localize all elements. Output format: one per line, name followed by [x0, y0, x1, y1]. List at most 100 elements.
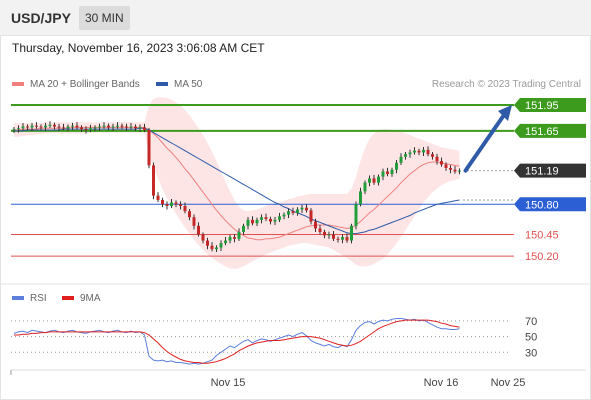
x-tick-nov-25: Nov 25 — [491, 377, 526, 389]
candle-body — [116, 125, 119, 127]
candle-body — [174, 202, 178, 205]
candle-body — [332, 234, 335, 239]
candle-body — [219, 243, 223, 248]
timestamp: Thursday, November 16, 2023 3:06:08 AM C… — [12, 41, 265, 55]
candle-body — [98, 126, 101, 128]
candle-body — [323, 231, 326, 236]
candle-body — [80, 127, 83, 130]
rsi-swatch — [12, 296, 24, 301]
candle-body — [39, 126, 43, 128]
candle-body — [44, 125, 47, 128]
candle-body — [440, 161, 443, 165]
candle-body — [26, 126, 29, 128]
candle-body — [30, 125, 34, 128]
candle-body — [282, 214, 286, 217]
ma20-line — [14, 126, 460, 241]
candle-body — [381, 171, 385, 177]
candle-body — [66, 126, 70, 129]
forecast-arrow-shaft — [463, 112, 506, 173]
candle-body — [422, 149, 425, 153]
candle-body — [341, 237, 344, 240]
candle-body — [242, 225, 245, 232]
candle-body — [260, 217, 263, 220]
header-bar: USD/JPY 30 MIN — [0, 0, 591, 36]
candle-body — [107, 125, 110, 128]
candle-body — [435, 156, 439, 162]
candle-body — [404, 154, 407, 157]
price-tag-151-65 — [514, 123, 586, 138]
candle-body — [368, 178, 371, 183]
legend-ma20: MA 20 + Bollinger Bands — [12, 79, 140, 90]
candle-body — [17, 128, 20, 130]
candle-body — [152, 165, 155, 196]
candle-body — [215, 247, 218, 250]
candle-body — [71, 125, 74, 127]
candle-body — [75, 125, 79, 128]
forecast-arrow-head — [498, 104, 512, 121]
candle-body — [156, 195, 160, 200]
price-label-151-95: 151.95 — [525, 100, 559, 112]
candle-body — [336, 238, 340, 240]
candle-body — [372, 178, 376, 183]
candle-body — [251, 219, 254, 224]
candle-body — [48, 124, 52, 126]
legend-ma50-label: MA 50 — [174, 79, 203, 90]
candle-body — [363, 182, 367, 192]
candle-body — [237, 231, 241, 239]
candle-body — [170, 202, 173, 206]
rsi-line — [13, 318, 460, 365]
candle-body — [408, 152, 412, 155]
legend-rsi-label: RSI — [30, 293, 47, 304]
candle-body — [287, 211, 290, 215]
symbol-title: USD/JPY — [11, 10, 71, 26]
bollinger-band-area — [14, 97, 460, 269]
candle-body — [318, 228, 322, 232]
candle-body — [161, 199, 164, 205]
candle-body — [102, 125, 106, 127]
credit-text: Research © 2023 Trading Central — [431, 79, 581, 90]
timeframe-selector[interactable]: 30 MIN — [79, 6, 130, 30]
candle-body — [206, 240, 209, 246]
candle-body — [192, 217, 196, 226]
candle-body — [143, 127, 146, 130]
candle-body — [224, 240, 227, 244]
candle-body — [327, 234, 331, 236]
candle-body — [386, 171, 389, 175]
candle-body — [345, 237, 349, 241]
candle-body — [413, 150, 416, 153]
ma50-swatch — [156, 82, 168, 87]
x-tick-nov-15: Nov 15 — [211, 377, 246, 389]
candle-body — [395, 162, 398, 170]
candle-body — [201, 234, 205, 241]
candle-body — [53, 124, 56, 127]
candle-body — [458, 170, 461, 172]
candle-body — [417, 150, 421, 153]
candle-body — [305, 207, 308, 211]
candle-body — [138, 127, 142, 129]
candle-body — [453, 169, 457, 172]
candle-body — [179, 204, 182, 206]
price-tag-151-19 — [514, 163, 586, 178]
candle-body — [255, 219, 259, 224]
candle-body — [21, 126, 25, 129]
price-label-150-20: 150.20 — [525, 251, 559, 263]
price-tag-150-80 — [514, 197, 586, 212]
candle-body — [134, 126, 137, 129]
candle-body — [12, 129, 16, 131]
candle-body — [120, 125, 124, 127]
candle-body — [426, 149, 430, 155]
candle-body — [431, 154, 434, 157]
price-label-151-65: 151.65 — [525, 126, 559, 138]
candle-body — [269, 218, 272, 222]
rsi-tick-70: 70 — [525, 316, 537, 328]
candle-body — [246, 219, 250, 226]
candle-body — [390, 169, 394, 175]
rsi-ma-swatch — [62, 296, 74, 301]
candle-body — [188, 211, 191, 218]
candle-body — [165, 204, 169, 206]
candle-body — [309, 210, 313, 222]
candle-body — [89, 128, 92, 130]
rsi-ma-line — [14, 319, 460, 364]
candle-body — [62, 127, 65, 129]
